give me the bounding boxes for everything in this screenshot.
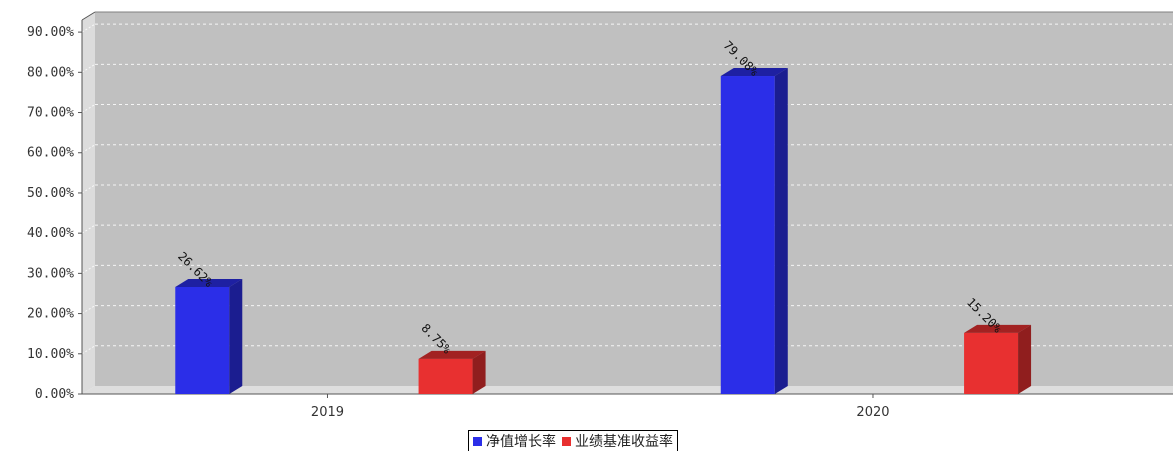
bars	[175, 68, 1032, 394]
bar-top	[720, 68, 788, 77]
y-tick-label: 30.00%	[27, 266, 74, 281]
y-tick-label: 70.00%	[27, 106, 74, 121]
plot-back-wall	[95, 12, 1173, 386]
bar-1-2020	[720, 68, 788, 394]
bar-2-2019	[418, 350, 486, 394]
gridline-side	[81, 63, 96, 73]
y-tick-label: 80.00%	[27, 65, 74, 80]
y-tick-label: 20.00%	[27, 307, 74, 322]
gridline-side	[81, 264, 96, 274]
plot-floor	[82, 386, 1173, 394]
y-axis-ticks: 0.00% 10.00% 20.00% 30.00% 40.00% 50.00% 60.00…	[27, 25, 82, 402]
x-tick-label: 2019	[311, 405, 344, 420]
gridlines	[81, 23, 1173, 355]
legend-label-series-2: 业绩基准收益率	[575, 434, 673, 450]
plot-left-wall	[82, 12, 95, 394]
gridline-side	[81, 305, 96, 315]
legend-item-series-2: 业绩基准收益率	[562, 431, 673, 451]
bar-side	[472, 350, 486, 394]
bar-side	[1018, 324, 1032, 394]
bar-top	[964, 324, 1032, 333]
y-tick-label: 10.00%	[27, 347, 74, 362]
y-tick-label: 50.00%	[27, 186, 74, 201]
gridline-side	[81, 345, 96, 355]
bar-front	[418, 358, 473, 394]
y-axis-top-edge	[81, 11, 96, 21]
gridline-side	[81, 224, 96, 234]
y-tick-label: 0.00%	[35, 387, 74, 402]
legend: 净值增长率 业绩基准收益率	[468, 430, 678, 451]
gridline-side	[81, 144, 96, 154]
bar-front	[720, 76, 775, 394]
bar-front	[964, 332, 1019, 394]
gridline-side	[81, 23, 96, 33]
y-tick-label: 60.00%	[27, 146, 74, 161]
legend-swatch-series-2	[562, 436, 571, 446]
bar-front	[175, 286, 230, 394]
bar-1-2019	[175, 278, 243, 394]
y-tick-label: 40.00%	[27, 226, 74, 241]
y-tick-label: 90.00%	[27, 25, 74, 40]
bar-side	[774, 68, 788, 394]
x-tick-label: 2020	[856, 405, 889, 420]
gridline-side	[81, 104, 96, 113]
x-axis-ticks: 2019 2020	[311, 394, 890, 420]
bar-top	[418, 350, 486, 359]
gridline-side	[81, 184, 96, 194]
legend-item-series-1: 净值增长率	[473, 431, 556, 451]
bar-top	[175, 278, 243, 287]
bar-2-2020	[964, 324, 1032, 394]
bar-side	[229, 278, 243, 394]
legend-label-series-1: 净值增长率	[486, 434, 556, 450]
legend-swatch-series-1	[473, 436, 482, 446]
plot-area	[82, 11, 1173, 394]
